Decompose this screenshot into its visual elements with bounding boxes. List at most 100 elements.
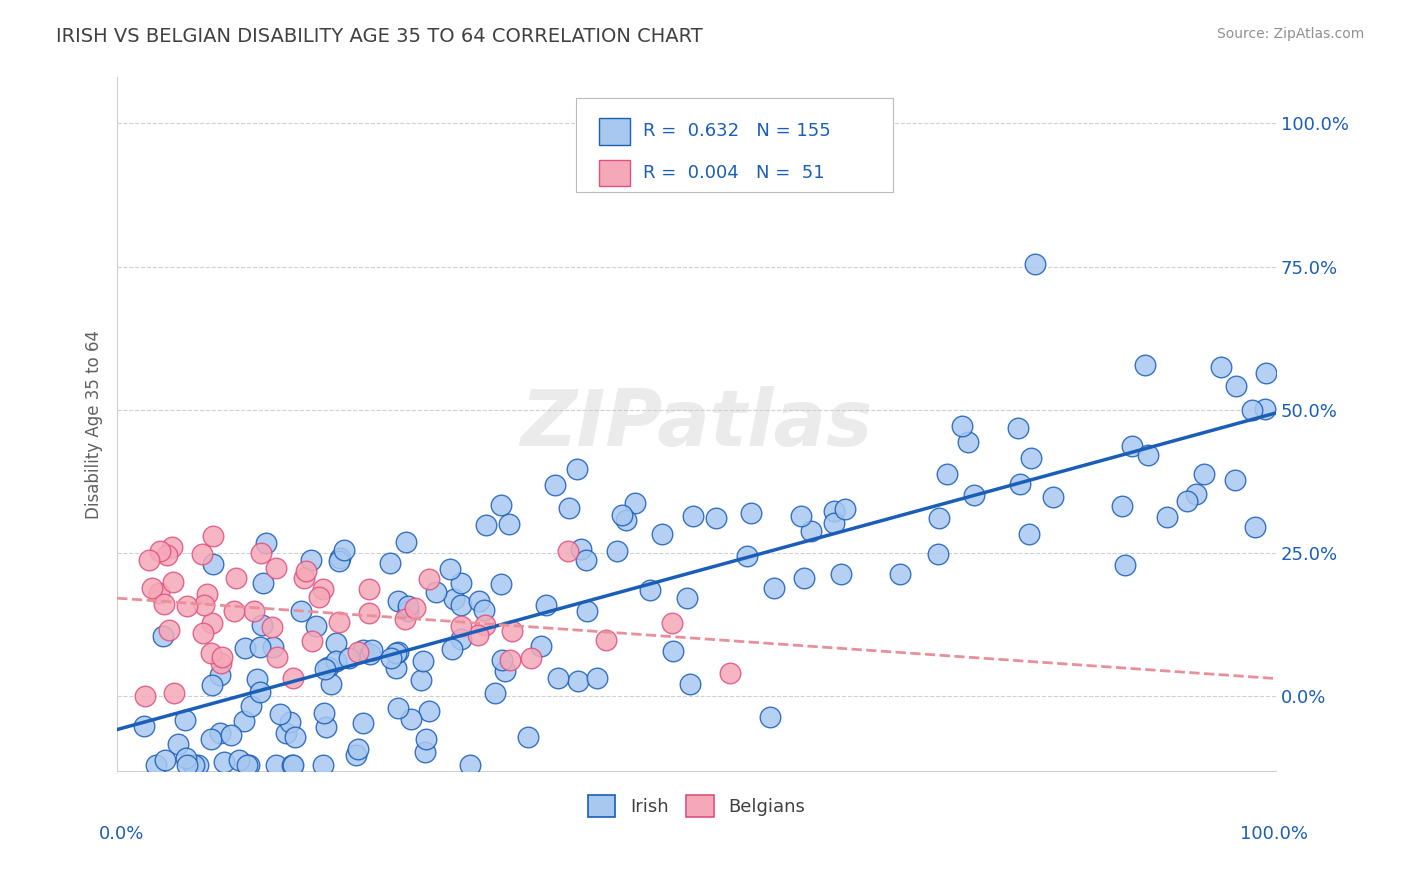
Point [595,632,617,647]
Point [612,508,634,522]
Point [624,496,647,510]
Point [264,561,287,575]
Point [148,586,170,600]
Point [385,646,408,660]
Point [292,571,315,585]
Point [209,657,232,671]
Point [536,598,558,612]
Point [232,714,254,729]
Point [308,590,330,604]
Point [547,671,569,685]
Point [394,612,416,626]
Text: 100.0%: 100.0% [1240,825,1308,843]
Point [704,511,727,525]
Point [387,594,409,608]
Point [328,554,350,568]
Point [352,643,374,657]
Point [346,645,368,659]
Point [361,643,384,657]
Point [450,598,472,612]
Point [1121,439,1143,453]
Point [662,644,685,658]
Point [404,601,426,615]
Point [823,516,845,530]
Point [558,501,581,516]
Point [889,567,911,582]
Point [557,543,579,558]
Point [494,664,516,678]
Point [134,719,156,733]
Point [1136,448,1159,462]
Point [418,704,440,718]
Point [252,576,274,591]
Point [219,728,242,742]
Point [176,599,198,614]
Point [149,543,172,558]
Point [834,502,856,516]
Point [682,509,704,524]
Point [1225,379,1247,393]
Point [378,556,401,570]
Text: R =  0.004   N =  51: R = 0.004 N = 51 [643,164,824,182]
Point [1156,510,1178,524]
Point [174,713,197,727]
Point [262,640,284,655]
Point [225,571,247,585]
Point [312,706,335,721]
Y-axis label: Disability Age 35 to 64: Disability Age 35 to 64 [86,329,103,518]
Point [1240,403,1263,417]
Point [211,649,233,664]
Point [246,672,269,686]
Point [269,707,291,722]
Point [472,603,495,617]
Point [415,731,437,746]
Point [202,557,225,571]
Point [439,562,461,576]
Point [250,546,273,560]
Point [520,651,543,665]
Point [759,710,782,724]
Point [516,731,538,745]
Point [200,646,222,660]
Point [571,542,593,557]
Point [1018,527,1040,541]
Point [157,624,180,638]
Point [501,624,523,639]
Point [195,587,218,601]
Point [395,534,418,549]
Point [793,571,815,585]
Point [281,758,304,772]
Point [183,758,205,772]
Point [1133,358,1156,372]
Point [249,685,271,699]
Point [675,591,697,606]
Point [606,544,628,558]
Point [614,513,637,527]
Point [193,598,215,612]
Point [242,605,264,619]
Point [224,604,246,618]
Point [1211,360,1233,375]
Point [200,678,222,692]
Point [283,758,305,772]
Point [1111,500,1133,514]
Point [176,758,198,772]
Point [474,618,496,632]
Point [319,677,342,691]
Point [209,726,232,740]
Point [1114,558,1136,572]
Point [927,547,949,561]
Point [337,651,360,665]
Point [312,582,335,597]
Point [963,488,986,502]
Point [418,572,440,586]
Point [450,632,472,646]
Point [830,566,852,581]
Point [401,712,423,726]
Point [499,653,522,667]
Point [278,715,301,730]
Point [484,686,506,700]
Point [191,625,214,640]
Point [212,755,235,769]
Point [380,651,402,665]
